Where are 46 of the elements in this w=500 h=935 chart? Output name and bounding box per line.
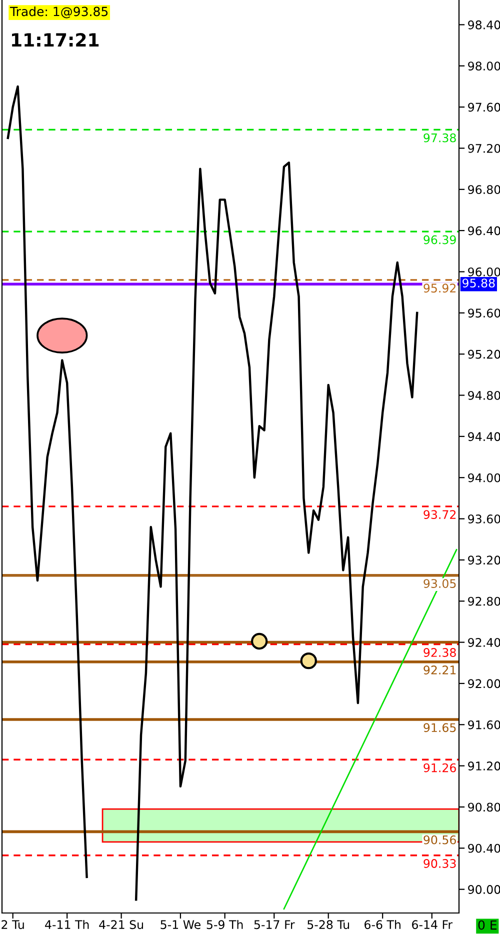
- y-tick-label: 90.40: [468, 844, 500, 853]
- text: 0 E: [478, 920, 497, 930]
- ref-line-label: 95.92: [424, 284, 456, 293]
- x-tick-label: 6-6 Th: [364, 920, 400, 930]
- ref-line-label: 93.72: [424, 510, 456, 520]
- ref-line-label: 90.33: [424, 859, 456, 868]
- y-tick-label: 97.20: [468, 144, 500, 153]
- y-tick-label: 98.40: [468, 20, 500, 30]
- y-tick-label: 92.40: [468, 638, 500, 647]
- y-tick-label: 96.80: [468, 185, 500, 194]
- x-tick-label: 5-28 Tu: [308, 920, 350, 930]
- y-tick-label: 93.60: [468, 514, 500, 524]
- y-tick-label: 91.20: [468, 762, 500, 770]
- y-tick-label: 90.80: [468, 802, 500, 812]
- y-tick-label: 94.00: [468, 473, 500, 482]
- ref-line-label: 91.26: [424, 763, 456, 772]
- x-tick-label: 2 Tu: [2, 920, 24, 930]
- x-tick-label: 4-21 Su: [99, 920, 143, 930]
- y-tick-label: 92.00: [468, 679, 500, 688]
- y-tick-label: 93.20: [468, 556, 500, 565]
- y-tick-label: 94.40: [468, 432, 500, 442]
- y-tick-label: 96.40: [468, 226, 500, 236]
- ref-line-label: 93.05: [424, 579, 456, 588]
- y-tick-label: 94.80: [468, 390, 500, 400]
- ref-line-label: 97.38: [424, 133, 456, 142]
- y-tick-label: 97.60: [468, 102, 500, 112]
- ref-line-label: 92.21: [424, 666, 456, 674]
- ref-line-label: 90.56: [424, 835, 456, 844]
- annotation: 11:17:21: [12, 33, 99, 46]
- ref-line-label: 96.39: [424, 235, 456, 244]
- x-tick-label: 5-17 Fr: [254, 920, 295, 930]
- y-tick-label: 98.00: [468, 62, 500, 71]
- x-tick-label: 5-9 Th: [206, 920, 243, 930]
- x-tick-label: 6-14 Fr: [412, 920, 453, 930]
- ref-line-label: 92.38: [424, 648, 456, 657]
- y-tick-label: 91.60: [468, 720, 500, 730]
- x-tick-label: 5-1 We: [160, 920, 200, 930]
- annotation: Trade: 1@93.85: [10, 6, 108, 18]
- ref-line-label: 91.65: [424, 723, 456, 732]
- y-tick-label: 90.00: [468, 885, 500, 894]
- y-tick-label: 96.00: [468, 267, 500, 276]
- x-tick-label: 4-11 Th: [45, 920, 89, 929]
- y-tick-label: 92.80: [468, 596, 500, 606]
- ref-line-label: 95.88: [462, 278, 495, 288]
- y-tick-label: 95.20: [468, 350, 500, 359]
- y-tick-label: 95.60: [468, 308, 500, 318]
